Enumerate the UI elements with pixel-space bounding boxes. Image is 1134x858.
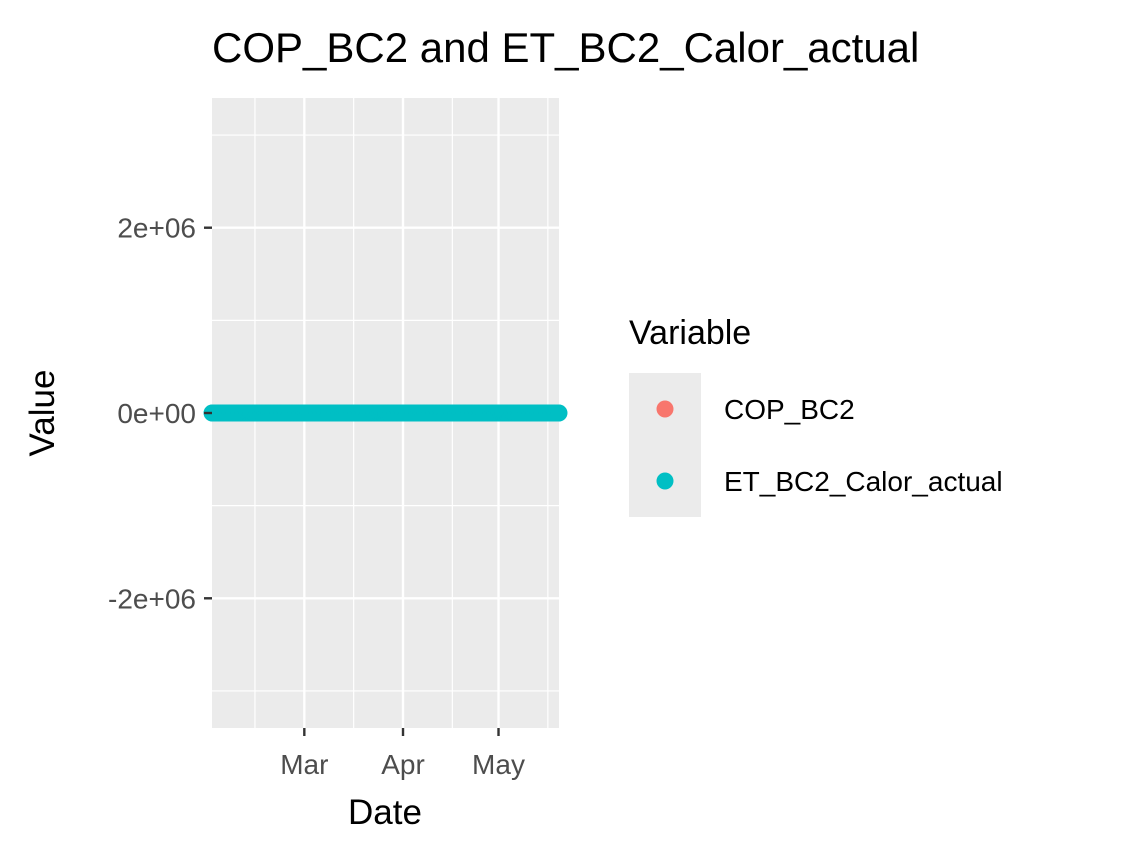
legend: Variable COP_BC2 ET_BC2_Calor_actual: [629, 314, 1003, 517]
data-points: [203, 404, 568, 422]
data-point: [550, 404, 568, 422]
chart-title: COP_BC2 and ET_BC2_Calor_actual: [212, 24, 919, 71]
x-axis: Mar Apr May: [280, 728, 525, 780]
y-axis: 2e+06 0e+00 -2e+06: [108, 213, 212, 614]
x-tick-label: May: [472, 749, 525, 780]
y-tick-label: 0e+00: [117, 398, 196, 429]
legend-entries: COP_BC2 ET_BC2_Calor_actual: [656, 394, 1003, 497]
x-tick-label: Apr: [381, 749, 425, 780]
x-axis-title: Date: [348, 793, 422, 832]
legend-key-2: [656, 472, 674, 490]
y-axis-title: Value: [23, 370, 62, 457]
y-tick-label: 2e+06: [117, 213, 196, 244]
legend-title: Variable: [629, 314, 751, 352]
legend-label: ET_BC2_Calor_actual: [724, 466, 1003, 497]
legend-label: COP_BC2: [724, 394, 855, 425]
legend-key-background: [629, 373, 701, 517]
legend-key-1: [656, 400, 674, 418]
y-tick-label: -2e+06: [108, 583, 196, 614]
x-tick-label: Mar: [280, 749, 328, 780]
